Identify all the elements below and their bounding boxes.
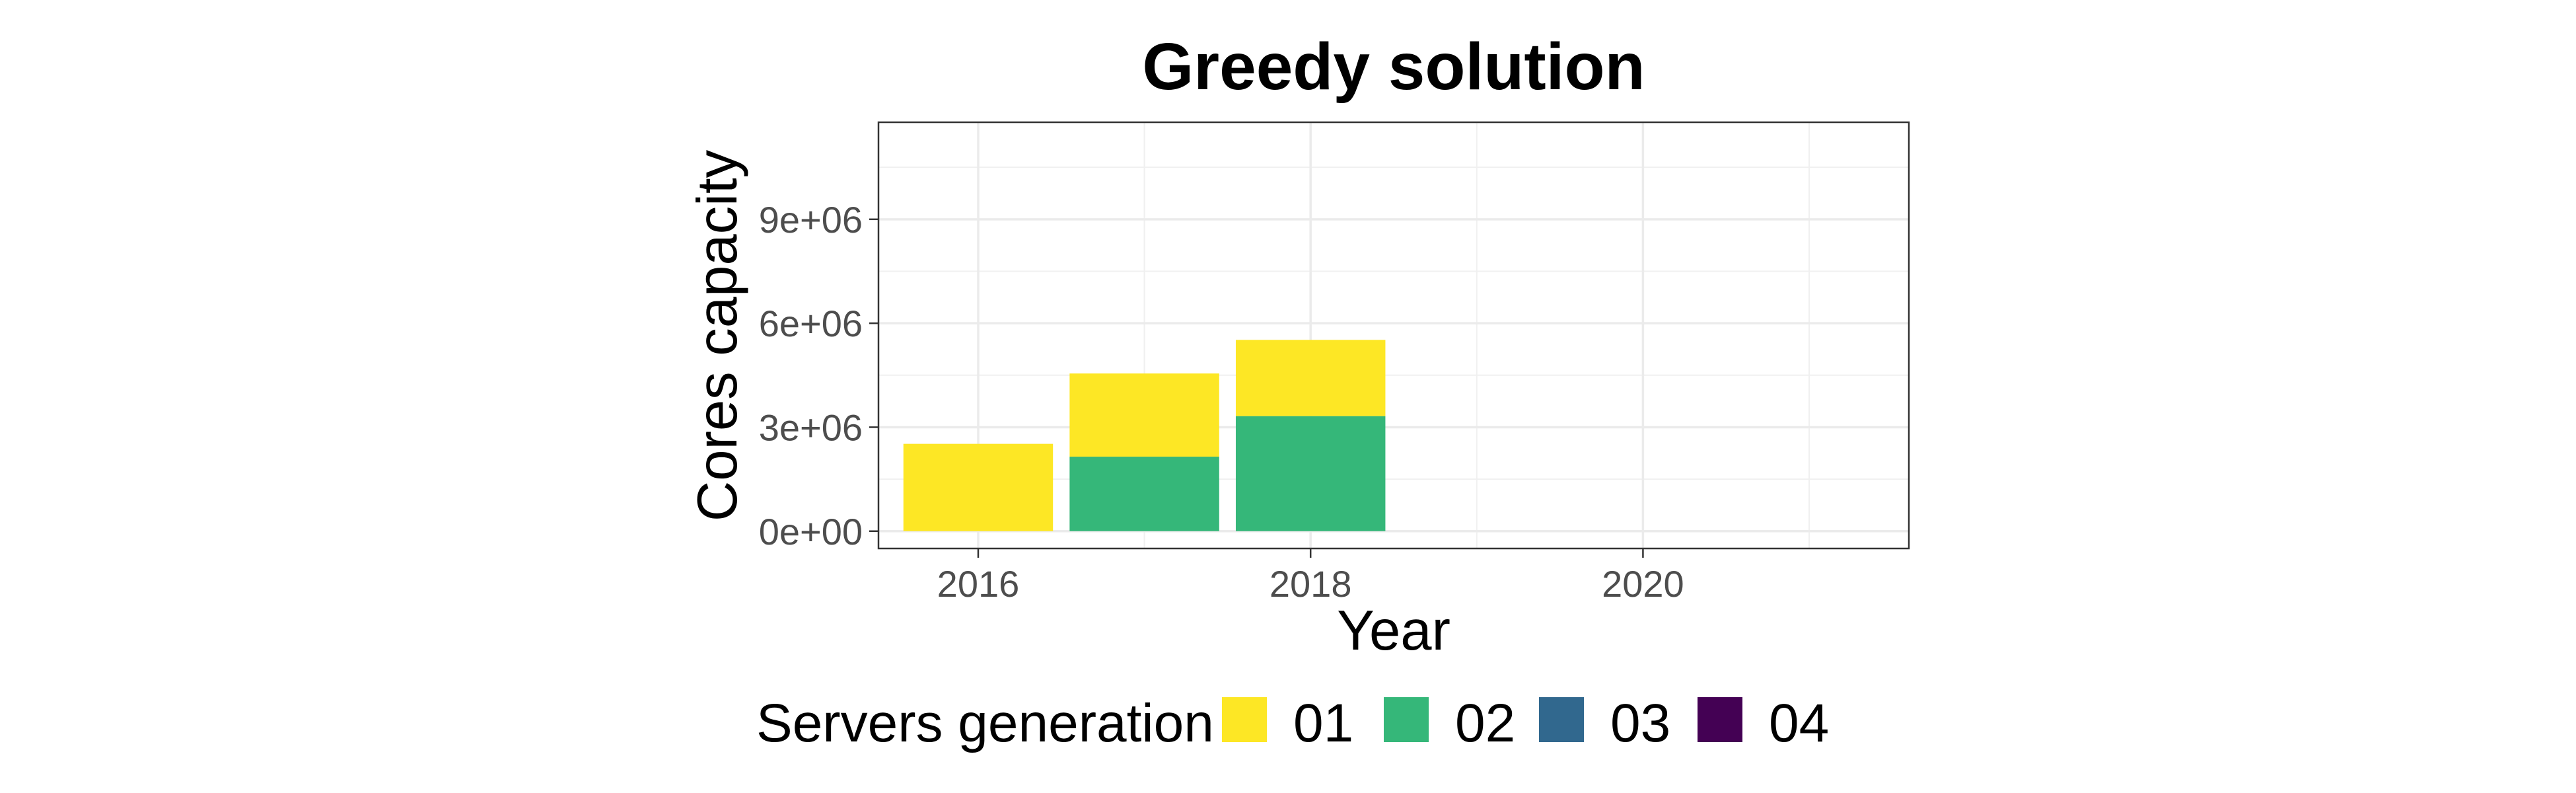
bar-2017-gen-01	[1069, 373, 1219, 457]
legend-key-04	[1698, 697, 1742, 742]
grid-minor	[878, 122, 1909, 548]
legend-key-01	[1222, 697, 1267, 742]
x-tick-label: 2018	[1270, 563, 1352, 605]
y-tick-label: 9e+06	[759, 199, 863, 241]
bar-2018-gen-01	[1235, 340, 1386, 416]
y-axis: 0e+00 3e+06 6e+06 9e+06	[759, 199, 878, 552]
legend-label-01: 01	[1293, 693, 1353, 753]
bar-2016-gen-01	[903, 443, 1054, 531]
legend-label-02: 02	[1455, 693, 1515, 753]
legend: Servers generation 01 02 03 04	[756, 693, 1829, 753]
x-axis-title: Year	[1337, 599, 1450, 662]
y-axis-title: Cores capacity	[686, 149, 749, 521]
chart-title: Greedy solution	[1142, 30, 1645, 104]
panel-border	[877, 121, 1910, 550]
bar-2018-gen-02	[1235, 416, 1386, 531]
y-tick-label: 3e+06	[759, 406, 863, 448]
legend-key-02	[1384, 697, 1429, 742]
x-tick-label: 2020	[1602, 563, 1684, 605]
legend-label-03: 03	[1610, 693, 1670, 753]
x-axis: 2016 2018 2020	[937, 548, 1684, 605]
bar-2017-gen-02	[1069, 457, 1219, 531]
legend-label-04: 04	[1769, 693, 1829, 753]
y-tick-label: 0e+00	[759, 511, 863, 552]
legend-key-03	[1539, 697, 1584, 742]
x-tick-label: 2016	[937, 563, 1020, 605]
y-tick-label: 6e+06	[759, 303, 863, 344]
bars	[903, 340, 1386, 531]
legend-title: Servers generation	[756, 693, 1214, 753]
